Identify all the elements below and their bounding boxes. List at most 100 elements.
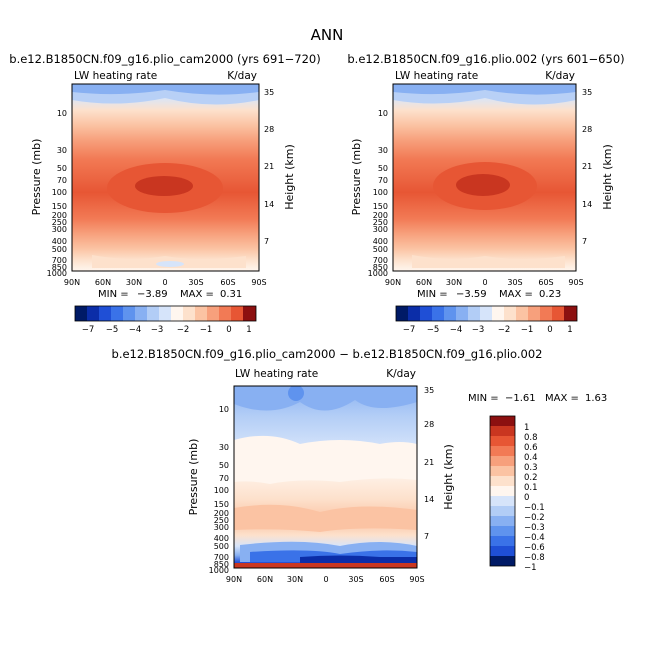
colorbar-label: −1 bbox=[200, 325, 213, 335]
y-tick-label: 10 bbox=[378, 109, 388, 118]
y-tick-label: 200 bbox=[373, 211, 388, 220]
panel-2-y2-ticks: 35 28 21 14 7 bbox=[582, 88, 592, 246]
colorbar-swatch bbox=[111, 306, 123, 321]
panel-3-y2label: Height (km) bbox=[442, 444, 455, 510]
panel-3-colorbar: 1 0.8 0.6 0.4 0.3 0.2 0.1 0 −0.1 −0.2 −0… bbox=[489, 415, 545, 573]
colorbar-label: −3 bbox=[472, 325, 485, 335]
colorbar-swatch bbox=[468, 306, 480, 321]
panel-1-title: b.e12.B1850CN.f09_g16.plio_cam2000 (yrs … bbox=[9, 52, 320, 66]
y-tick-label: 50 bbox=[378, 164, 388, 173]
colorbar-swatch bbox=[564, 306, 577, 321]
y-tick-label: 150 bbox=[52, 202, 67, 211]
colorbar-label: −7 bbox=[403, 325, 416, 335]
y-tick-label: 700 bbox=[373, 256, 388, 265]
colorbar-label: −5 bbox=[427, 325, 440, 335]
colorbar-swatch bbox=[490, 546, 515, 556]
panel-2-y2label: Height (km) bbox=[601, 144, 614, 210]
panel-3-title: b.e12.B1850CN.f09_g16.plio_cam2000 − b.e… bbox=[112, 347, 543, 361]
y-tick-label: 50 bbox=[219, 461, 229, 470]
y2-tick-label: 14 bbox=[582, 200, 592, 209]
panel-2-variable-label: LW heating rate bbox=[395, 70, 478, 82]
colorbar-swatch bbox=[490, 536, 515, 546]
colorbar-swatch bbox=[492, 306, 504, 321]
colorbar-label: 0.8 bbox=[524, 433, 538, 443]
colorbar-swatch bbox=[490, 486, 515, 496]
panel-3-min-label: MIN = bbox=[468, 393, 499, 404]
panel-2-x-ticks: 90N 60N 30N 0 30S 60S 90S bbox=[385, 278, 584, 287]
y2-tick-label: 21 bbox=[582, 162, 592, 171]
y2-tick-label: 7 bbox=[582, 237, 587, 246]
panel-3-max-value: 1.63 bbox=[585, 393, 607, 404]
panel-2-ylabel: Pressure (mb) bbox=[350, 139, 363, 216]
y2-tick-label: 35 bbox=[264, 88, 274, 97]
x-tick-label: 90N bbox=[226, 575, 242, 584]
colorbar-label: −0.6 bbox=[524, 543, 545, 553]
x-tick-label: 90N bbox=[64, 278, 80, 287]
colorbar-swatch bbox=[490, 456, 515, 466]
panel-1-plot-frame bbox=[71, 83, 260, 272]
panel-3-y-ticks: 10 30 50 70 100 150 200 250 300 400 500 … bbox=[209, 405, 229, 575]
panel-2-units: K/day bbox=[545, 70, 575, 82]
colorbar-swatch bbox=[490, 446, 515, 456]
colorbar-swatch bbox=[528, 306, 540, 321]
panel-2: b.e12.B1850CN.f09_g16.plio.002 (yrs 601−… bbox=[347, 52, 624, 335]
y-tick-label: 150 bbox=[214, 500, 229, 509]
panel-2-plot-frame bbox=[392, 83, 577, 272]
colorbar-label: −3 bbox=[151, 325, 164, 335]
colorbar-swatch bbox=[195, 306, 207, 321]
x-tick-label: 30S bbox=[348, 575, 363, 584]
colorbar-label: −0.4 bbox=[524, 533, 545, 543]
colorbar-label: −0.8 bbox=[524, 553, 545, 563]
x-tick-label: 90S bbox=[251, 278, 266, 287]
figure-title: ANN bbox=[311, 26, 344, 44]
colorbar-swatch bbox=[552, 306, 564, 321]
x-tick-label: 60N bbox=[257, 575, 273, 584]
y-tick-label: 250 bbox=[52, 218, 67, 227]
y-tick-label: 300 bbox=[214, 523, 229, 532]
panel-1-ylabel: Pressure (mb) bbox=[30, 139, 43, 216]
y-tick-label: 500 bbox=[214, 542, 229, 551]
y2-tick-label: 28 bbox=[264, 125, 274, 134]
panel-2-contour-field bbox=[393, 84, 576, 271]
y-tick-label: 30 bbox=[219, 443, 229, 452]
colorbar-swatch bbox=[490, 416, 515, 426]
panel-3: b.e12.B1850CN.f09_g16.plio_cam2000 − b.e… bbox=[112, 347, 608, 584]
panel-1-max-label: MAX = bbox=[180, 289, 214, 300]
x-tick-label: 60S bbox=[220, 278, 235, 287]
panel-1-colorbar: −7 −5 −4 −3 −2 −1 0 1 bbox=[74, 305, 257, 335]
colorbar-label: −5 bbox=[106, 325, 119, 335]
y-tick-label: 10 bbox=[57, 109, 67, 118]
panel-3-ylabel: Pressure (mb) bbox=[187, 439, 200, 516]
colorbar-label: −1 bbox=[524, 563, 537, 573]
panel-3-contour-field bbox=[234, 386, 417, 568]
panel-2-max-label: MAX = bbox=[499, 289, 533, 300]
x-tick-label: 0 bbox=[323, 575, 328, 584]
colorbar-swatch bbox=[171, 306, 183, 321]
colorbar-label: 1 bbox=[524, 423, 529, 433]
colorbar-swatch bbox=[504, 306, 516, 321]
colorbar-swatch bbox=[183, 306, 195, 321]
y2-tick-label: 14 bbox=[264, 200, 274, 209]
y2-tick-label: 35 bbox=[424, 386, 434, 395]
colorbar-swatch bbox=[231, 306, 243, 321]
y-tick-label: 1000 bbox=[47, 269, 67, 278]
y-tick-label: 300 bbox=[52, 225, 67, 234]
y-tick-label: 10 bbox=[219, 405, 229, 414]
colorbar-swatch bbox=[490, 436, 515, 446]
panel-2-min-label: MIN = bbox=[417, 289, 448, 300]
y-tick-label: 70 bbox=[378, 176, 388, 185]
panel-3-x-ticks: 90N 60N 30N 0 30S 60S 90S bbox=[226, 575, 425, 584]
colorbar-swatch bbox=[444, 306, 456, 321]
y-tick-label: 500 bbox=[52, 245, 67, 254]
panel-2-min-value: −3.59 bbox=[456, 289, 487, 300]
x-tick-label: 60S bbox=[379, 575, 394, 584]
y-tick-label: 400 bbox=[214, 534, 229, 543]
colorbar-label: −0.3 bbox=[524, 523, 545, 533]
colorbar-swatch bbox=[490, 476, 515, 486]
panel-1-y2-ticks: 35 28 21 14 7 bbox=[264, 88, 274, 246]
y-tick-label: 250 bbox=[214, 516, 229, 525]
x-tick-label: 30N bbox=[126, 278, 142, 287]
y2-tick-label: 14 bbox=[424, 495, 434, 504]
colorbar-swatch bbox=[219, 306, 231, 321]
